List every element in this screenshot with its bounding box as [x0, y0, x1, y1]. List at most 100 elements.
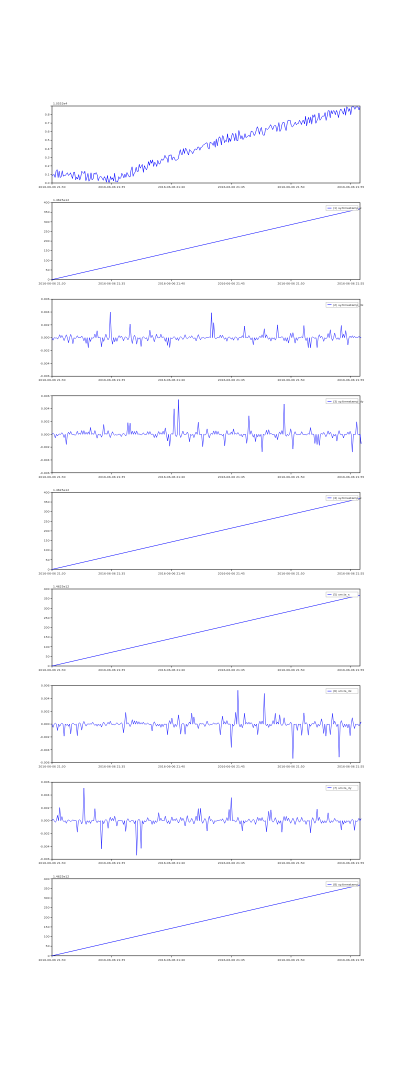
x-tick-label: 2016-06-06 21:45	[218, 571, 245, 575]
x-tick-label: 2016-06-06 21:45	[218, 475, 245, 479]
y-tick-label: 250	[44, 906, 50, 910]
legend-label: (3) sy.timestamp_dy	[333, 399, 364, 403]
y-tick-label: 200	[44, 239, 50, 243]
x-tick-label: 2016-06-06 21:45	[218, 185, 245, 189]
x-tick-label: 2016-06-06 21:35	[98, 282, 125, 286]
legend-label: (5) sm.ts_x	[333, 593, 350, 597]
y-tick-label: 0.000	[41, 722, 50, 726]
series-line	[51, 208, 361, 280]
series-line	[51, 106, 361, 183]
y-tick-label: 0.3	[45, 155, 50, 159]
subplot-9: 0 50 100 150 200 250 300 350 400 2016-06-06 21:30…	[38, 874, 364, 962]
y-tick-label: 0	[48, 664, 50, 668]
legend-box	[325, 591, 359, 598]
legend-box	[325, 398, 359, 404]
y-tick-label: 200	[44, 529, 50, 533]
x-tick-label: 2016-06-06 21:45	[218, 668, 245, 672]
x-tick-label: 2016-06-06 21:40	[158, 571, 185, 575]
x-tick-label: 2016-06-06 21:40	[158, 668, 185, 672]
legend-box	[325, 495, 359, 501]
y-tick-label: -0.006	[40, 471, 50, 475]
x-tick-label: 2016-06-06 21:40	[158, 378, 185, 382]
x-tick-label: 2016-06-06 21:50	[277, 571, 304, 575]
x-tick-label: 2016-06-06 21:50	[277, 958, 304, 962]
x-tick-label: 2016-06-06 21:55	[337, 378, 364, 382]
x-tick-label: 2016-06-06 21:50	[277, 282, 304, 286]
x-tick-label: 2016-06-06 21:55	[337, 861, 364, 865]
x-tick-label: 2016-06-06 21:30	[38, 958, 65, 962]
y-tick-label: 300	[44, 896, 50, 900]
subplot-8: -0.006 -0.004 -0.002 0.000 0.002 0.004 0.006 20…	[38, 780, 364, 865]
x-tick-label: 2016-06-06 21:50	[277, 378, 304, 382]
y-offset-label: 1.4625e12	[53, 198, 69, 202]
y-tick-label: 0.004	[41, 407, 50, 411]
y-offset-label: 1.4625e12	[53, 874, 69, 878]
legend-box	[325, 205, 359, 211]
subplot-3: -0.006 -0.004 -0.002 0.000 0.002 0.004 0.006 20…	[38, 297, 364, 382]
y-tick-label: 0.000	[41, 819, 50, 823]
x-tick-label: 2016-06-06 21:55	[337, 475, 364, 479]
x-tick-label: 2016-06-06 21:35	[98, 571, 125, 575]
x-tick-label: 2016-06-06 21:55	[337, 765, 364, 769]
series-line	[51, 312, 362, 348]
y-tick-label: -0.006	[40, 374, 50, 378]
y-tick-label: 0.6	[45, 130, 50, 134]
axes-frame	[51, 492, 361, 570]
y-tick-label: 300	[44, 606, 50, 610]
y-tick-label: 0.7	[45, 121, 50, 125]
subplot-2: 0 50 100 150 200 250 300 350 400 2016-06-06 21:30…	[38, 198, 364, 286]
y-tick-label: 0.004	[41, 696, 50, 700]
x-tick-label: 2016-06-06 21:40	[158, 282, 185, 286]
y-tick-label: 150	[44, 635, 50, 639]
y-tick-label: 250	[44, 519, 50, 523]
y-tick-label: 50	[46, 944, 50, 948]
y-tick-label: 350	[44, 886, 50, 890]
y-tick-label: 0.4	[45, 147, 50, 151]
y-tick-label: 250	[44, 616, 50, 620]
y-tick-label: 0.006	[41, 684, 50, 688]
y-tick-label: 250	[44, 229, 50, 233]
y-tick-label: 350	[44, 597, 50, 601]
series-line	[51, 498, 361, 570]
x-tick-label: 2016-06-06 21:35	[98, 185, 125, 189]
axes-frame	[51, 878, 361, 957]
y-tick-label: -0.004	[40, 361, 50, 365]
y-tick-label: -0.004	[40, 844, 50, 848]
x-tick-label: 2016-06-06 21:55	[337, 282, 364, 286]
y-offset-label: 1.4625e12	[53, 585, 69, 589]
x-tick-label: 2016-06-06 21:40	[158, 958, 185, 962]
y-tick-label: 0.000	[41, 432, 50, 436]
y-tick-label: -0.002	[40, 832, 50, 836]
subplot-5: 0 50 100 150 200 250 300 350 400 2016-06-06 21:30…	[38, 488, 364, 576]
y-tick-label: 0.8	[45, 113, 50, 117]
y-tick-label: 400	[44, 490, 50, 494]
y-tick-label: 0	[48, 954, 50, 958]
y-tick-label: 0.006	[41, 780, 50, 784]
y-tick-label: 350	[44, 210, 50, 214]
subplot-7: -0.006 -0.004 -0.002 0.000 0.002 0.004 0.006 20…	[38, 684, 364, 769]
legend-label: (2) sy.timestamp_dx	[333, 303, 364, 307]
y-tick-label: 0.000	[41, 336, 50, 340]
y-tick-label: 0.0	[45, 181, 50, 185]
series-line	[51, 594, 361, 667]
y-tick-label: 0.002	[41, 323, 50, 327]
y-tick-label: 300	[44, 510, 50, 514]
y-tick-label: -0.006	[40, 857, 50, 861]
y-offset-label: 1.4625e12	[53, 488, 69, 492]
legend-box	[325, 785, 359, 791]
legend-label: (1) sy.timestamp_x	[333, 206, 362, 210]
y-tick-label: 50	[46, 654, 50, 658]
x-tick-label: 2016-06-06 21:30	[38, 475, 65, 479]
y-tick-label: 0.002	[41, 709, 50, 713]
y-tick-label: -0.006	[40, 761, 50, 765]
y-tick-label: 300	[44, 220, 50, 224]
series-line	[51, 690, 362, 759]
y-tick-label: 350	[44, 500, 50, 504]
y-tick-label: -0.002	[40, 735, 50, 739]
y-tick-label: 0.2	[45, 164, 50, 168]
y-tick-label: 0.5	[45, 138, 50, 142]
y-tick-label: 0.1	[45, 172, 50, 176]
y-tick-label: 0.006	[41, 297, 50, 301]
